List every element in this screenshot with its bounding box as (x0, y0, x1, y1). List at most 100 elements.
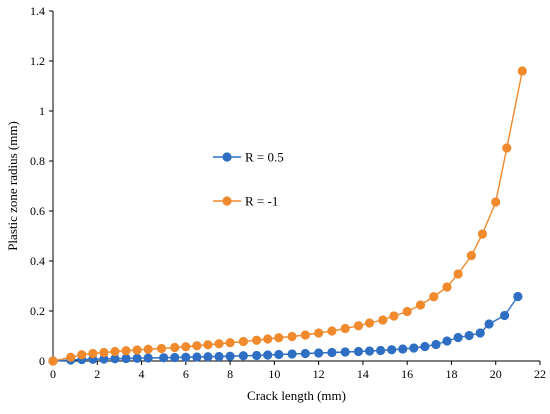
data-point (353, 346, 364, 357)
data-point (442, 336, 452, 346)
x-tick-label: 14 (357, 367, 369, 381)
data-point (300, 348, 310, 359)
data-point (453, 332, 463, 343)
data-point (192, 352, 202, 362)
data-point (398, 344, 408, 354)
data-point (402, 306, 412, 317)
y-tick-label: 1 (39, 104, 45, 118)
data-point (77, 350, 87, 360)
data-point (225, 338, 235, 348)
data-point (513, 291, 523, 302)
data-point (466, 250, 476, 261)
data-point (181, 342, 191, 352)
data-point (340, 347, 350, 357)
data-point (517, 66, 527, 76)
data-point (88, 348, 98, 359)
x-tick-label: 0 (50, 367, 56, 381)
series-line (52, 70, 523, 362)
series-line (52, 296, 519, 362)
data-point (327, 347, 337, 358)
data-point (314, 328, 324, 338)
data-point (121, 346, 131, 356)
data-point (156, 343, 167, 354)
y-tick-label: 1.2 (30, 54, 45, 68)
data-point (214, 351, 224, 362)
data-point (99, 354, 109, 364)
x-tick-label: 22 (534, 367, 546, 381)
y-tick-label: 1.4 (30, 4, 45, 18)
x-tick-label: 20 (490, 367, 502, 381)
x-axis-title: Crack length (mm) (247, 388, 346, 403)
data-point (170, 352, 180, 363)
data-point (499, 310, 510, 321)
y-tick-label: 0.8 (30, 154, 45, 168)
data-point (203, 340, 213, 350)
data-point (48, 356, 58, 366)
data-point (263, 334, 273, 344)
x-tick-label: 6 (183, 367, 189, 381)
data-point (143, 344, 153, 354)
data-point (132, 353, 142, 363)
data-point (287, 349, 297, 359)
data-point (353, 321, 364, 331)
series-0 (48, 291, 523, 366)
data-point (110, 346, 120, 357)
x-tick-label: 10 (268, 367, 280, 381)
data-point (252, 335, 262, 345)
series-layer (48, 66, 527, 366)
data-point (491, 197, 501, 207)
data-point (327, 326, 337, 336)
data-point (364, 346, 375, 356)
y-tick-label: 0 (39, 354, 45, 368)
data-point (66, 352, 76, 362)
data-point (238, 336, 248, 347)
legend-item-r-minus-1: R = -1 (213, 194, 278, 209)
data-point (159, 353, 169, 363)
legend-label-r-minus-1: R = -1 (245, 194, 278, 209)
y-tick-label: 0.6 (30, 204, 45, 218)
data-point (192, 341, 202, 351)
legend-marker-r-minus-1 (222, 196, 232, 206)
x-tick-label: 18 (445, 367, 457, 381)
series-1 (48, 66, 527, 366)
data-point (274, 333, 284, 343)
legend: R = 0.5 R = -1 (213, 150, 284, 209)
data-point (132, 345, 142, 355)
data-point (143, 353, 153, 363)
data-point (300, 330, 310, 340)
y-axis-title: Plastic zone radius (mm) (5, 121, 20, 251)
data-point (314, 348, 324, 358)
data-point (252, 350, 262, 361)
data-point (340, 323, 350, 334)
x-tick-label: 4 (139, 367, 145, 381)
axes: 0 2 4 6 8 10 12 14 16 18 20 22 0 0.2 0.4 0.6 0.8 1 1.2 1.4 (30, 4, 546, 381)
legend-marker-r-0-5 (222, 152, 232, 162)
data-point (110, 354, 120, 364)
data-point (181, 352, 191, 362)
legend-label-r-0-5: R = 0.5 (245, 150, 284, 165)
data-point (387, 345, 397, 355)
data-point (420, 341, 430, 352)
data-point (225, 351, 235, 361)
x-tick-label: 2 (94, 367, 100, 381)
data-point (409, 343, 419, 353)
data-point (121, 353, 131, 364)
data-point (464, 330, 474, 341)
data-point (415, 300, 426, 310)
data-point (442, 282, 452, 292)
data-point (389, 311, 399, 321)
x-tick-label: 8 (227, 367, 233, 381)
data-point (99, 347, 109, 358)
data-point (453, 269, 463, 279)
y-tick-label: 0.2 (30, 304, 45, 318)
data-point (429, 292, 439, 302)
y-tick-label: 0.4 (30, 254, 45, 268)
data-point (431, 339, 441, 350)
data-point (376, 345, 386, 356)
data-point (378, 315, 388, 325)
data-point (502, 143, 512, 153)
data-point (484, 319, 494, 329)
x-tick-label: 16 (401, 367, 413, 381)
